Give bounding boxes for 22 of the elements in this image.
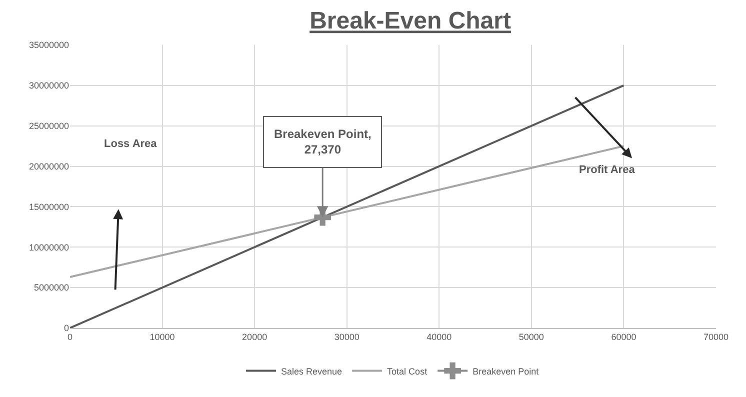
x-tick-label: 40000 bbox=[426, 332, 452, 342]
x-tick-label: 20000 bbox=[242, 332, 268, 342]
y-tick-label: 10000000 bbox=[28, 242, 69, 252]
x-tick-label: 30000 bbox=[334, 332, 360, 342]
y-tick-label: 0 bbox=[64, 323, 69, 334]
y-tick-label: 35000000 bbox=[28, 40, 69, 50]
x-tick-label: 50000 bbox=[518, 332, 544, 342]
legend-label: Breakeven Point bbox=[472, 366, 540, 376]
chart-title: Break-Even Chart bbox=[310, 8, 512, 35]
y-tick-label: 15000000 bbox=[28, 202, 69, 212]
annotation: Breakeven Point, 27,370 bbox=[274, 127, 372, 157]
y-tick-label: 30000000 bbox=[28, 80, 69, 91]
y-tick-label: 5000000 bbox=[34, 282, 69, 293]
legend-label: Sales Revenue bbox=[281, 366, 342, 376]
x-tick-label: 10000 bbox=[150, 332, 175, 342]
legend-label: Total Cost bbox=[387, 366, 428, 376]
x-tick-label: 60000 bbox=[611, 332, 636, 342]
annotation: Loss Area bbox=[104, 138, 158, 150]
annotation: Profit Area bbox=[579, 164, 636, 176]
y-tick-label: 25000000 bbox=[28, 121, 69, 132]
x-tick-label: 70000 bbox=[703, 332, 729, 342]
y-tick-label: 20000000 bbox=[28, 161, 69, 172]
